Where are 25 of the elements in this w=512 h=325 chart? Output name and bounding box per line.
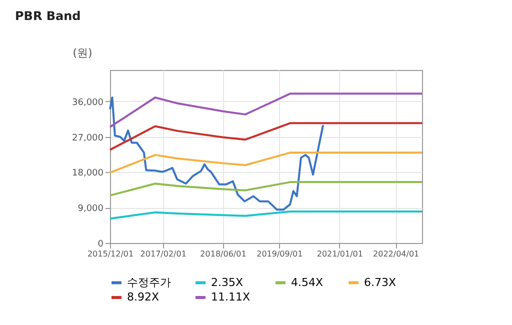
legend-label: 8.92X xyxy=(127,290,160,304)
chart-title: PBR Band xyxy=(15,9,81,23)
x-tick-label: 2015/12/01 xyxy=(87,250,134,258)
line-series xyxy=(109,152,423,174)
y-tick-label: 9,000 xyxy=(78,204,104,214)
x-tick-label: 2022/04/01 xyxy=(373,250,420,258)
y-tick-label: 18,000 xyxy=(72,168,104,179)
x-tick-label: 2021/01/01 xyxy=(316,250,363,258)
line-series xyxy=(109,122,423,151)
y-tick-label: 36,000 xyxy=(72,98,104,108)
legend-label: 6.73X xyxy=(364,276,396,289)
line-series xyxy=(109,92,423,128)
line-series xyxy=(109,210,423,220)
legend-label: 11.11X xyxy=(211,290,250,304)
y-axis-title: (원) xyxy=(72,46,92,60)
legend-label: 2.35X xyxy=(211,276,244,289)
x-tick-label: 2017/02/01 xyxy=(140,250,186,258)
legend-label: 4.54X xyxy=(291,276,324,289)
y-tick-label: 0 xyxy=(98,240,104,250)
line-series xyxy=(109,96,324,211)
x-tick-label: 2019/09/01 xyxy=(256,250,303,258)
legend-label: 수정주가 xyxy=(127,276,171,289)
line-series xyxy=(109,181,423,196)
x-tick-label: 2018/06/01 xyxy=(200,250,246,258)
y-tick-label: 27,000 xyxy=(72,133,104,144)
